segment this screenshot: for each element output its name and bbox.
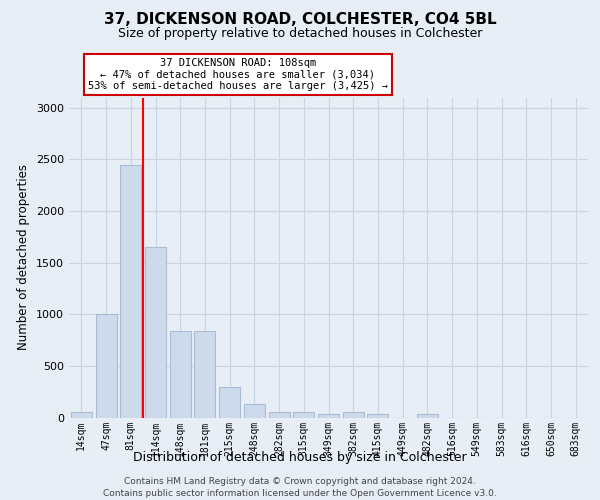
Bar xyxy=(318,414,339,418)
Bar xyxy=(343,412,364,418)
Bar xyxy=(417,414,438,418)
Bar xyxy=(170,331,191,418)
Bar xyxy=(95,314,116,418)
Text: 37 DICKENSON ROAD: 108sqm
← 47% of detached houses are smaller (3,034)
53% of se: 37 DICKENSON ROAD: 108sqm ← 47% of detac… xyxy=(88,58,388,91)
Bar xyxy=(120,164,141,418)
Bar xyxy=(293,412,314,418)
Text: Size of property relative to detached houses in Colchester: Size of property relative to detached ho… xyxy=(118,28,482,40)
Text: Distribution of detached houses by size in Colchester: Distribution of detached houses by size … xyxy=(133,451,467,464)
Bar xyxy=(269,412,290,418)
Bar xyxy=(71,412,92,418)
Bar xyxy=(145,247,166,418)
Y-axis label: Number of detached properties: Number of detached properties xyxy=(17,164,31,350)
Text: 37, DICKENSON ROAD, COLCHESTER, CO4 5BL: 37, DICKENSON ROAD, COLCHESTER, CO4 5BL xyxy=(104,12,496,28)
Bar xyxy=(244,404,265,417)
Bar xyxy=(219,386,240,418)
Bar xyxy=(367,414,388,418)
Text: Contains HM Land Registry data © Crown copyright and database right 2024.
Contai: Contains HM Land Registry data © Crown c… xyxy=(103,477,497,498)
Bar xyxy=(194,331,215,418)
